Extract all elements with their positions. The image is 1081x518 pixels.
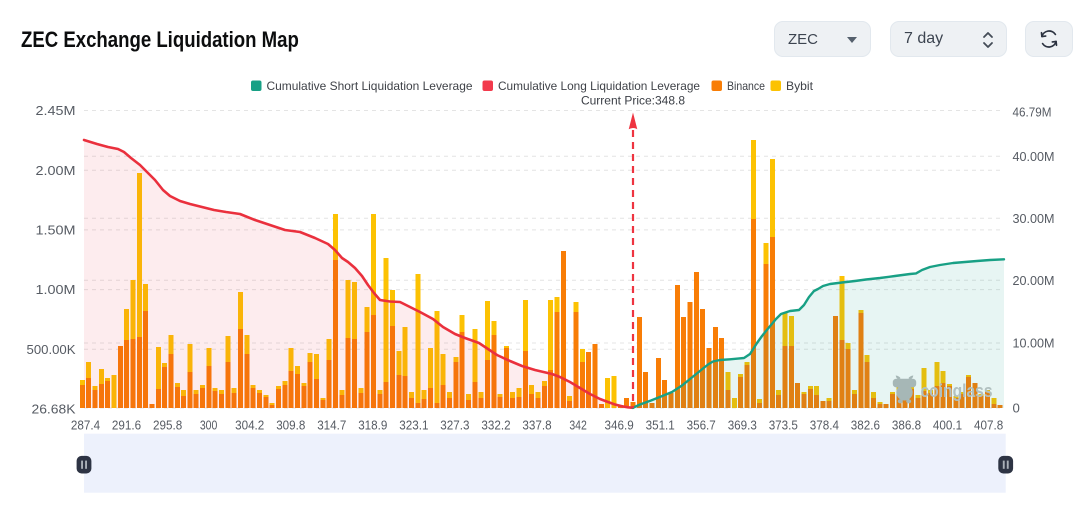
svg-text:382.6: 382.6 (851, 418, 880, 433)
svg-text:0: 0 (1013, 401, 1020, 416)
svg-text:337.8: 337.8 (522, 418, 551, 433)
svg-text:20.00M: 20.00M (1013, 273, 1055, 288)
svg-text:369.3: 369.3 (728, 418, 757, 433)
svg-text:1.00M: 1.00M (36, 282, 76, 297)
svg-text:500.00K: 500.00K (27, 342, 76, 357)
svg-text:356.7: 356.7 (687, 418, 716, 433)
svg-text:Cumulative Short Liquidation L: Cumulative Short Liquidation Leverage (267, 80, 473, 93)
svg-text:351.1: 351.1 (646, 418, 675, 433)
svg-text:304.2: 304.2 (235, 418, 264, 433)
svg-text:46.79M: 46.79M (1013, 105, 1052, 120)
svg-text:30.00M: 30.00M (1013, 211, 1055, 226)
svg-text:314.7: 314.7 (317, 418, 346, 433)
svg-text:Cumulative Long Liquidation Le: Cumulative Long Liquidation Leverage (498, 80, 700, 93)
svg-text:295.8: 295.8 (153, 418, 182, 433)
svg-text:342: 342 (569, 418, 587, 433)
svg-text:327.3: 327.3 (440, 418, 469, 433)
svg-text:2.45M: 2.45M (36, 103, 76, 118)
svg-text:coinglass: coinglass (921, 381, 993, 401)
svg-text:400.1: 400.1 (933, 418, 962, 433)
svg-text:2.00M: 2.00M (36, 163, 76, 178)
svg-text:40.00M: 40.00M (1013, 149, 1055, 164)
svg-text:Bybit: Bybit (786, 80, 814, 93)
svg-text:10.00M: 10.00M (1013, 336, 1055, 351)
svg-text:318.9: 318.9 (358, 418, 387, 433)
svg-text:291.6: 291.6 (112, 418, 141, 433)
svg-text:373.5: 373.5 (769, 418, 798, 433)
svg-text:309.8: 309.8 (276, 418, 305, 433)
svg-text:378.4: 378.4 (810, 418, 839, 433)
svg-text:332.2: 332.2 (481, 418, 510, 433)
svg-text:287.4: 287.4 (71, 418, 100, 433)
svg-text:300: 300 (200, 418, 218, 433)
svg-text:Current Price:348.8: Current Price:348.8 (581, 94, 685, 108)
svg-text:386.8: 386.8 (892, 418, 921, 433)
svg-text:Binance: Binance (727, 80, 765, 93)
svg-text:26.68K: 26.68K (32, 402, 76, 417)
svg-text:346.9: 346.9 (605, 418, 634, 433)
svg-text:323.1: 323.1 (399, 418, 428, 433)
svg-text:407.8: 407.8 (974, 418, 1003, 433)
svg-text:1.50M: 1.50M (36, 223, 76, 238)
